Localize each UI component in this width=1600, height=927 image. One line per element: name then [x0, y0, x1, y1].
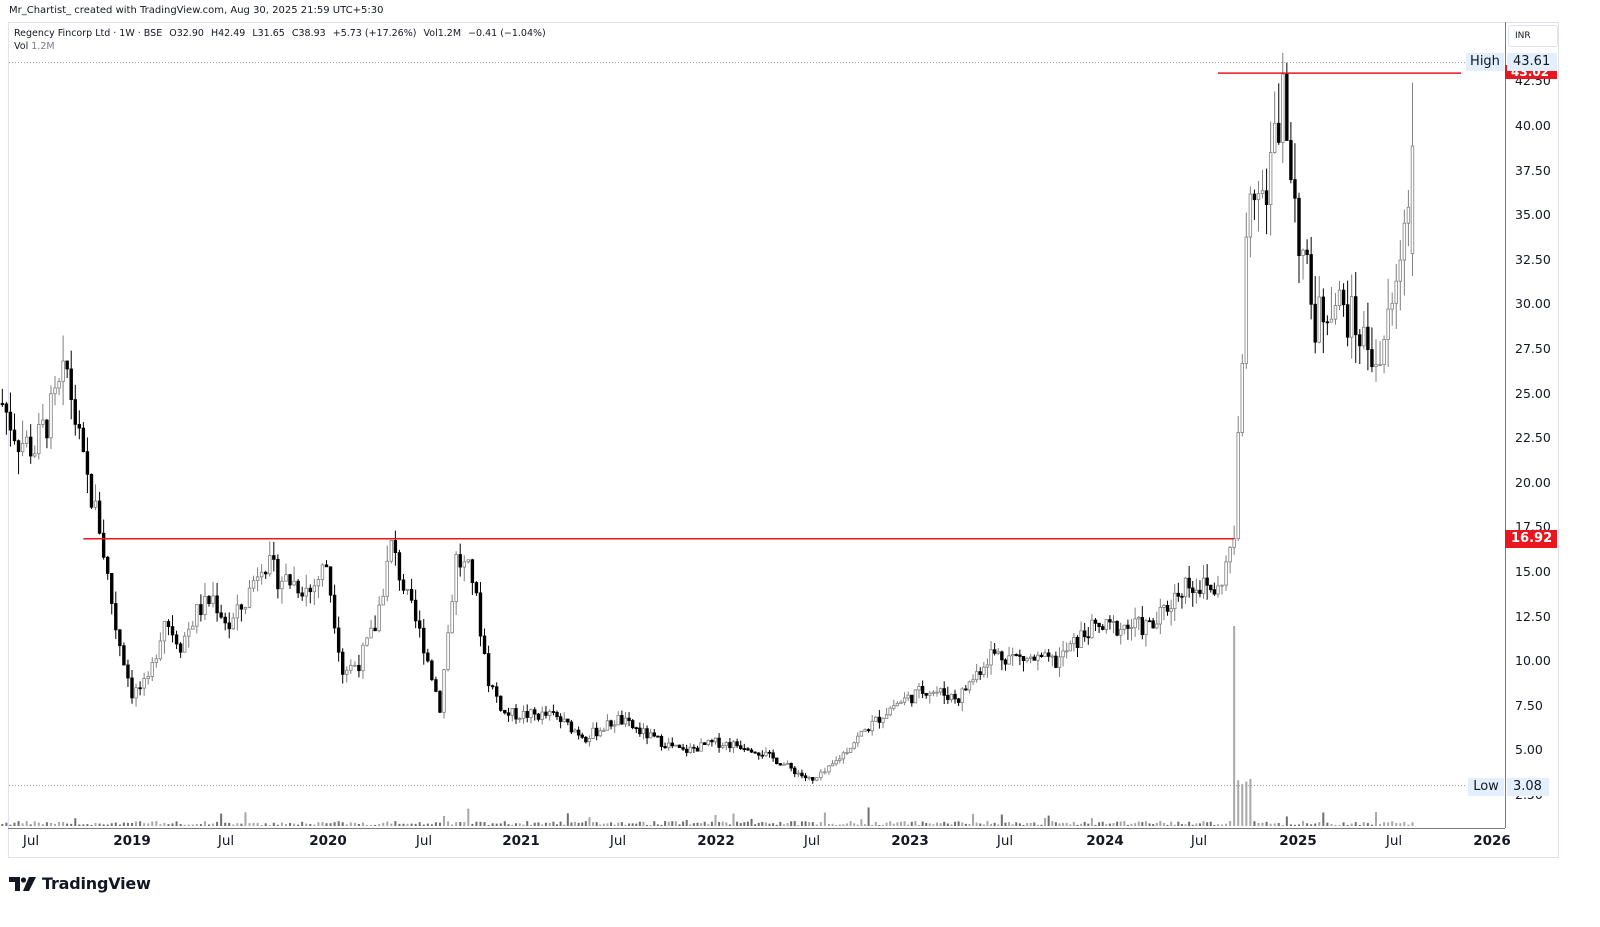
- resistance-bottom-tag: 16.92: [1505, 530, 1557, 548]
- tradingview-logo[interactable]: TradingView: [9, 874, 151, 893]
- time-tick-label: Jul: [996, 833, 1014, 849]
- low-value-tag: 3.08: [1507, 778, 1549, 796]
- price-tick-label: 27.50: [1515, 341, 1551, 356]
- price-tick-label: 20.00: [1515, 474, 1551, 490]
- price-axis[interactable]: [1505, 22, 1560, 828]
- time-axis[interactable]: [8, 828, 1505, 859]
- price-tick-label: 25.00: [1515, 385, 1551, 401]
- legend-volume-change: −0.41 (−1.04%): [468, 28, 546, 39]
- time-tick-label: Jul: [609, 833, 627, 849]
- tradingview-logo-text: TradingView: [42, 874, 151, 893]
- legend-volume-row: Vol 1.2M: [14, 40, 546, 53]
- legend-main-row: Regency Fincorp Ltd · 1W · BSE O32.90 H4…: [14, 27, 546, 40]
- time-tick-label: Jul: [22, 833, 40, 849]
- chart-credit: Mr_Chartist_ created with TradingView.co…: [9, 5, 384, 16]
- time-tick-label: Jul: [1385, 833, 1403, 849]
- price-tick-label: 35.00: [1515, 207, 1551, 223]
- legend-symbol[interactable]: Regency Fincorp Ltd · 1W · BSE: [14, 28, 163, 39]
- time-tick-label: 2025: [1279, 833, 1317, 849]
- legend: Regency Fincorp Ltd · 1W · BSE O32.90 H4…: [14, 27, 546, 53]
- legend-vol-label[interactable]: Vol: [14, 41, 29, 52]
- legend-high: H42.49: [210, 28, 246, 39]
- tradingview-logo-icon: [9, 876, 36, 891]
- chart-frame: [8, 22, 1559, 858]
- currency-button[interactable]: INR: [1508, 25, 1558, 47]
- price-tick-label: 32.50: [1515, 251, 1551, 267]
- high-label: High: [1466, 53, 1504, 71]
- low-label: Low: [1468, 778, 1504, 796]
- price-tick-label: 10.00: [1515, 653, 1551, 669]
- price-tick-label: 15.00: [1515, 564, 1551, 579]
- time-tick-label: Jul: [415, 833, 433, 849]
- time-tick-label: 2020: [309, 833, 347, 849]
- time-tick-label: Jul: [1190, 833, 1208, 849]
- legend-vol-value: 1.2M: [31, 41, 55, 52]
- price-tick-label: 5.00: [1515, 742, 1543, 758]
- legend-change: +5.73 (+17.26%): [332, 28, 417, 39]
- time-tick-label: 2026: [1473, 833, 1511, 849]
- price-tick-label: 37.50: [1515, 162, 1551, 178]
- time-tick-label: Jul: [803, 833, 821, 849]
- price-tick-label: 30.00: [1515, 296, 1551, 312]
- time-tick-label: 2023: [891, 833, 929, 849]
- high-value-tag: 43.61: [1507, 53, 1557, 71]
- time-tick-label: 2019: [113, 833, 151, 849]
- time-tick-label: 2024: [1086, 833, 1124, 849]
- legend-open: O32.90: [169, 28, 204, 39]
- time-tick-label: Jul: [217, 833, 235, 849]
- price-tick-label: 7.50: [1515, 697, 1543, 713]
- price-tick-label: 40.00: [1515, 118, 1551, 133]
- time-tick-label: 2022: [697, 833, 735, 849]
- price-tick-label: 12.50: [1515, 608, 1551, 624]
- price-tick-label: 22.50: [1515, 430, 1551, 446]
- time-tick-label: 2021: [502, 833, 540, 849]
- legend-low: L31.65: [252, 28, 285, 39]
- legend-close: C38.93: [291, 28, 326, 39]
- legend-volume: Vol1.2M: [423, 28, 462, 39]
